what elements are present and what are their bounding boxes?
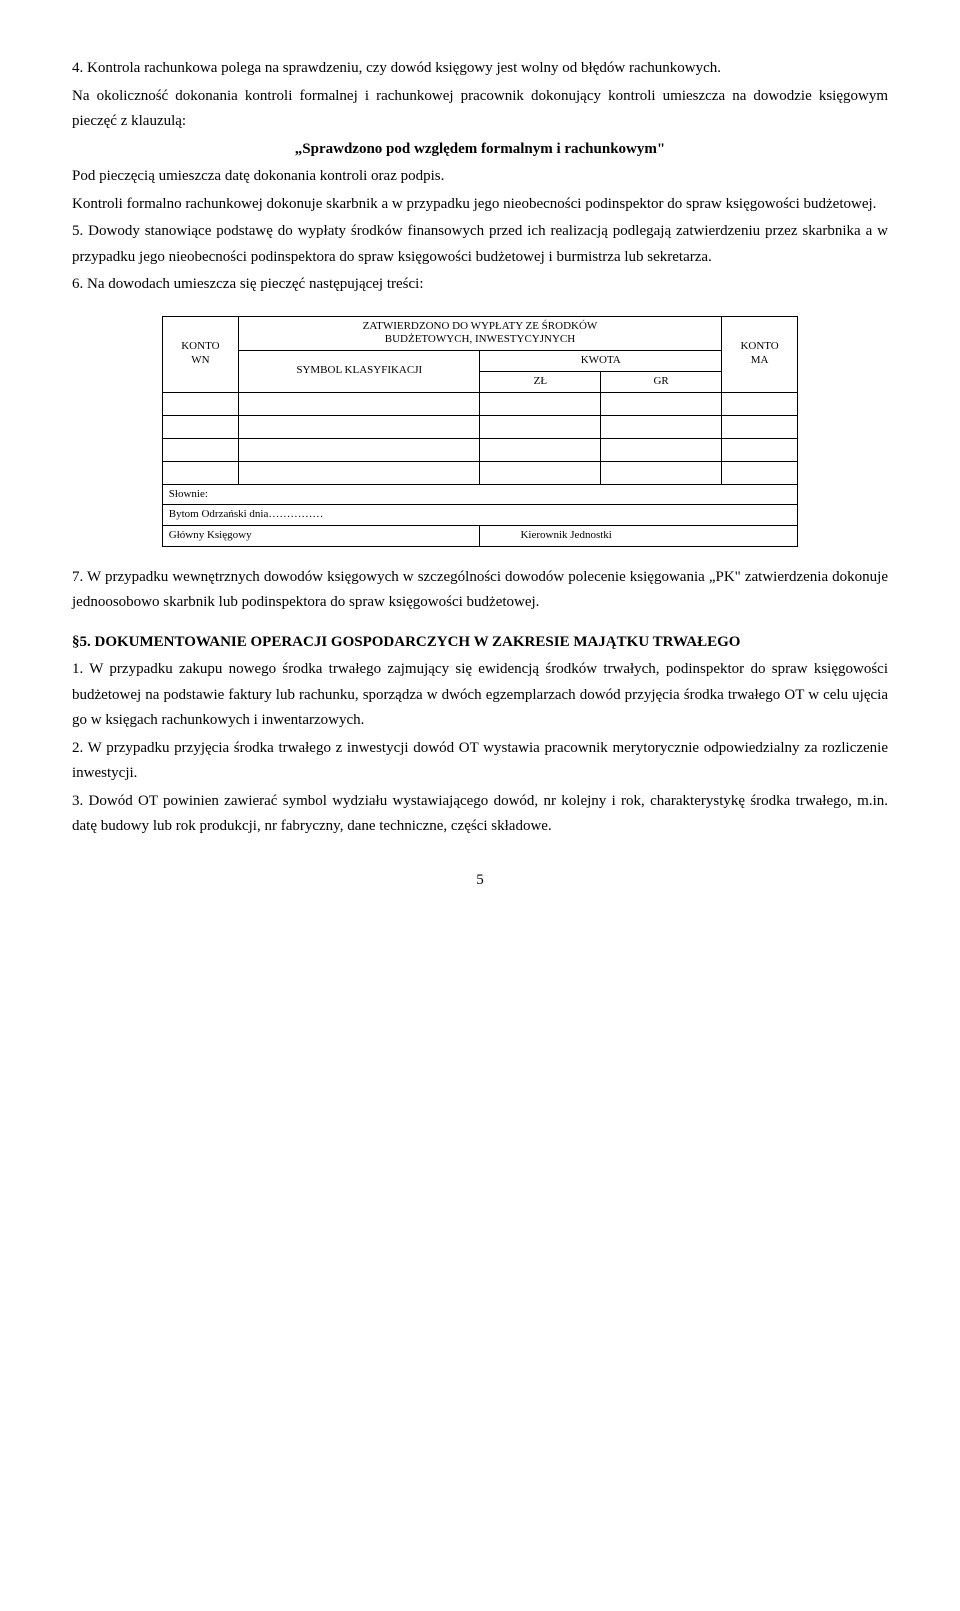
cell-kwota: KWOTA [480,351,721,372]
paragraph-kontroli: Kontroli formalno rachunkowej dokonuje s… [72,192,888,218]
cell-header-top: ZATWIERDZONO DO WYPŁATY ZE ŚRODKÓW BUDŻE… [239,316,722,351]
cell-kierownik: Kierownik Jednostki [480,526,798,547]
paragraph-6: 6. Na dowodach umieszcza się pieczęć nas… [72,272,888,298]
stamp-clause-quote: „Sprawdzono pod względem formalnym i rac… [72,137,888,163]
cell-symbol: SYMBOL KLASYFIKACJI [239,351,480,393]
s5-paragraph-2: 2. W przypadku przyjęcia środka trwałego… [72,736,888,787]
page-number: 5 [72,868,888,894]
stamp-table: KONTO WN ZATWIERDZONO DO WYPŁATY ZE ŚROD… [162,316,798,547]
s5-paragraph-1: 1. W przypadku zakupu nowego środka trwa… [72,657,888,734]
paragraph-okolicznosc: Na okoliczność dokonania kontroli formal… [72,84,888,135]
cell-konto-wn: KONTO WN [162,316,238,392]
header-line-2: BUDŻETOWYCH, INWESTYCYJNYCH [385,333,575,345]
konto-ma-label-2: MA [751,354,769,366]
konto-ma-label-1: KONTO [740,340,778,352]
paragraph-4: 4. Kontrola rachunkowa polega na sprawdz… [72,56,888,82]
header-line-1: ZATWIERDZONO DO WYPŁATY ZE ŚRODKÓW [363,320,598,332]
cell-dnia: Bytom Odrzański dnia…………… [162,505,797,526]
paragraph-pod-pieczecia: Pod pieczęcią umieszcza datę dokonania k… [72,164,888,190]
cell-gr: GR [601,371,722,392]
cell-glowny: Główny Księgowy [162,526,480,547]
konto-wn-label-1: KONTO [181,340,219,352]
konto-wn-label-2: WN [191,354,209,366]
s5-paragraph-3: 3. Dowód OT powinien zawierać symbol wyd… [72,789,888,840]
cell-slownie: Słownie: [162,484,797,505]
cell-konto-ma: KONTO MA [721,316,797,392]
paragraph-5: 5. Dowody stanowiące podstawę do wypłaty… [72,219,888,270]
cell-zl: ZŁ [480,371,601,392]
section-5-heading: §5. DOKUMENTOWANIE OPERACJI GOSPODARCZYC… [72,630,888,656]
paragraph-7: 7. W przypadku wewnętrznych dowodów księ… [72,565,888,616]
